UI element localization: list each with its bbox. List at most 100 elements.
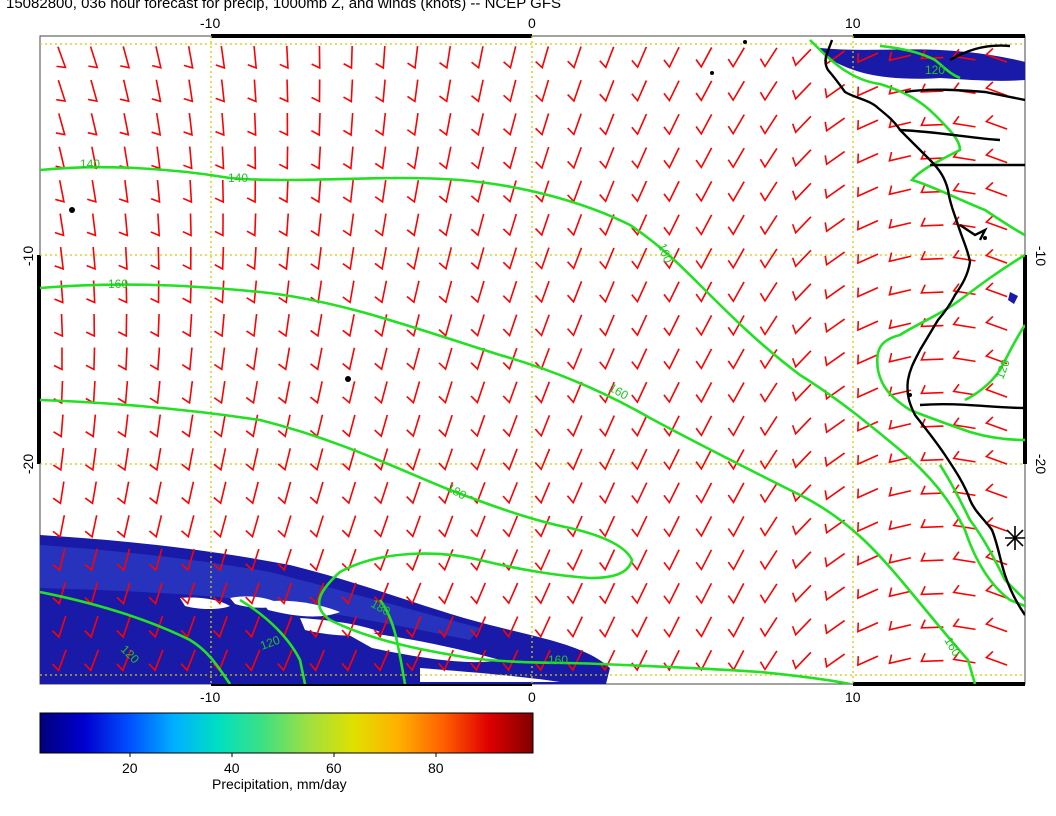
wind-barb [438, 515, 454, 538]
wind-barb [663, 214, 680, 236]
wind-barb [52, 447, 65, 472]
wind-barb [534, 247, 550, 270]
wind-barb [759, 147, 778, 169]
wind-barb [920, 284, 944, 294]
wind-barb [277, 481, 292, 505]
station-asterisk [1005, 526, 1025, 550]
wind-barb [406, 180, 420, 204]
wind-barb [149, 481, 162, 505]
islands [69, 40, 987, 397]
wind-barb [438, 146, 452, 170]
wind-barb [857, 286, 879, 298]
colorbar-tick-label: 20 [122, 760, 138, 776]
contour-label: 120 [258, 633, 282, 653]
wind-barb [86, 246, 96, 271]
wind-barb [277, 515, 292, 539]
border-west-africa [899, 128, 1001, 142]
wind-barb [727, 382, 745, 404]
wind-barb [503, 79, 517, 103]
wind-barb [759, 650, 778, 671]
wind-barb [342, 247, 355, 271]
wind-barb [857, 554, 879, 566]
wind-barb [405, 549, 422, 572]
wind-barb [663, 381, 680, 404]
contour-180 [40, 398, 851, 684]
contour-label: 160 [108, 277, 128, 291]
wind-barb [118, 280, 128, 304]
wind-barb [406, 448, 421, 471]
wind-barb [599, 281, 615, 304]
contour-coast-120 [964, 324, 1025, 402]
wind-barb [438, 649, 455, 672]
contour-label: 160 [655, 241, 675, 265]
wind-barb [117, 313, 128, 338]
wind-barb [599, 214, 615, 237]
wind-barb [438, 616, 454, 639]
wind-barb [278, 314, 290, 338]
wind-barb [406, 146, 419, 170]
top-tick-label: 0 [528, 15, 536, 31]
wind-barb [566, 314, 583, 337]
wind-barb [245, 381, 259, 405]
wind-barb [471, 46, 484, 70]
wind-barb [824, 552, 846, 568]
wind-barb [374, 180, 387, 204]
wind-barb [791, 484, 812, 503]
wind-barb [374, 112, 387, 137]
wind-barb [695, 248, 713, 270]
wind-barb [342, 347, 356, 371]
wind-barb [727, 181, 745, 203]
wind-barb [759, 449, 778, 470]
coastline [824, 39, 1025, 616]
wind-barb [857, 353, 879, 365]
wind-barb [888, 151, 912, 162]
wind-barb [920, 83, 944, 93]
wind-barb [278, 246, 290, 271]
wind-barb [181, 481, 195, 505]
wind-barb [791, 283, 812, 302]
wind-barb [824, 184, 846, 200]
wind-barb [920, 451, 944, 462]
wind-barb [566, 281, 583, 304]
border-angola [919, 402, 1025, 410]
wind-barb [309, 548, 325, 572]
wind-barb [791, 417, 812, 436]
wind-barb [534, 582, 551, 605]
colorbar-tick-label: 60 [326, 760, 342, 776]
wind-barb [406, 515, 422, 538]
wind-barb [406, 481, 421, 505]
wind-barb [566, 348, 583, 371]
wind-barb [374, 247, 387, 271]
wind-barb [857, 85, 879, 97]
wind-barb [183, 112, 193, 137]
contour-top-right [879, 44, 961, 80]
wind-barb [470, 113, 485, 137]
coastline-africa [824, 39, 1025, 616]
contour-160-upper [40, 283, 977, 684]
wind-barb [695, 415, 713, 437]
wind-barb [984, 650, 1008, 666]
wind-barb [857, 588, 879, 600]
wind-barb [566, 616, 584, 639]
wind-barb [279, 112, 289, 137]
wind-barb [663, 180, 680, 203]
wind-barb [695, 482, 713, 504]
bottom-tick-label: 0 [528, 689, 536, 705]
wind-barb [406, 280, 420, 304]
wind-barb [695, 47, 713, 69]
wind-barb [502, 280, 518, 304]
wind-barb [598, 515, 616, 538]
wind-barb [116, 582, 131, 606]
map-title: 15082800, 036 hour forecast for precip, … [6, 0, 561, 12]
wind-barb [727, 449, 745, 471]
wind-barb [984, 114, 1008, 130]
wind-barb [341, 448, 356, 472]
wind-barb [727, 582, 745, 605]
wind-barb [599, 448, 616, 471]
wind-barb [984, 449, 1008, 465]
wind-barb [566, 549, 583, 572]
wind-barb [181, 347, 193, 371]
wind-barb [246, 213, 257, 237]
wind-barb [470, 180, 485, 204]
wind-barb [213, 515, 227, 539]
